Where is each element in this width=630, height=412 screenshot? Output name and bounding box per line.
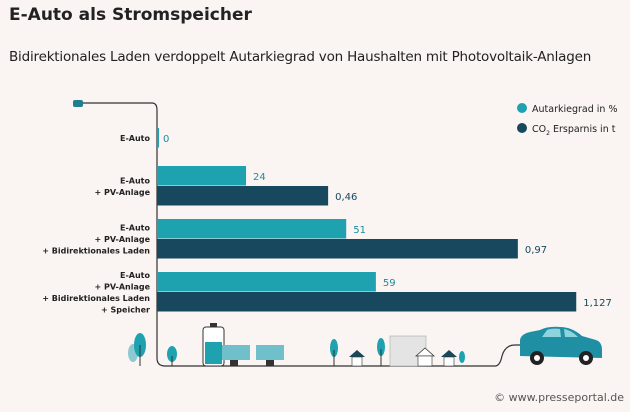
category-label: + Speicher bbox=[101, 305, 150, 314]
chart-title: E-Auto als Stromspeicher bbox=[9, 5, 252, 25]
legend-label-autarkie: Autarkiegrad in % bbox=[532, 104, 617, 115]
category-label: + PV-Anlage bbox=[95, 188, 151, 197]
category-label: + Bidirektionales Laden bbox=[42, 294, 150, 303]
category-label: E-Auto bbox=[120, 176, 150, 185]
tree-icon bbox=[377, 338, 385, 366]
tree-icon bbox=[167, 346, 177, 366]
data-label: 0,46 bbox=[335, 192, 357, 203]
bar-co2 bbox=[157, 186, 329, 206]
house-icon bbox=[349, 350, 365, 367]
charging-cable-icon bbox=[73, 100, 525, 367]
house-icon bbox=[414, 347, 436, 367]
tree-icon bbox=[330, 339, 338, 366]
data-label: 24 bbox=[253, 172, 266, 183]
legend-label-co2: CO2 Ersparnis in t bbox=[532, 124, 616, 137]
car-icon bbox=[520, 326, 602, 365]
category-label: E-Auto bbox=[120, 271, 150, 280]
chart-subtitle: Bidirektionales Laden verdoppelt Autarki… bbox=[9, 49, 592, 65]
data-label: 0 bbox=[163, 134, 169, 145]
bar-co2 bbox=[157, 292, 577, 312]
bar-autarkie bbox=[157, 166, 247, 186]
house-icon bbox=[441, 350, 457, 367]
category-label: E-Auto bbox=[120, 224, 150, 233]
tree-icon bbox=[128, 333, 146, 366]
data-label: 1,127 bbox=[583, 298, 612, 309]
category-label: + Bidirektionales Laden bbox=[42, 247, 150, 256]
category-label: + PV-Anlage bbox=[95, 235, 151, 244]
tree-icon bbox=[459, 351, 465, 363]
battery-icon bbox=[202, 323, 225, 367]
category-label: E-Auto bbox=[120, 134, 150, 143]
data-label: 51 bbox=[353, 225, 366, 236]
category-label: + PV-Anlage bbox=[95, 282, 151, 291]
bar-autarkie bbox=[157, 128, 159, 148]
data-label: 0,97 bbox=[525, 245, 547, 256]
solar-panel-icon bbox=[256, 345, 284, 366]
bar-autarkie bbox=[157, 272, 376, 292]
bar-co2 bbox=[157, 239, 518, 259]
landscape-illustration bbox=[128, 323, 602, 367]
data-label: 59 bbox=[383, 278, 396, 289]
legend-swatch-autarkie bbox=[517, 103, 527, 113]
legend: Autarkiegrad in % CO2 Ersparnis in t bbox=[517, 103, 617, 137]
footer-credit: © www.presseportal.de bbox=[494, 391, 624, 404]
bar-autarkie bbox=[157, 219, 347, 239]
solar-panel-icon bbox=[222, 345, 250, 366]
legend-swatch-co2 bbox=[517, 123, 527, 133]
